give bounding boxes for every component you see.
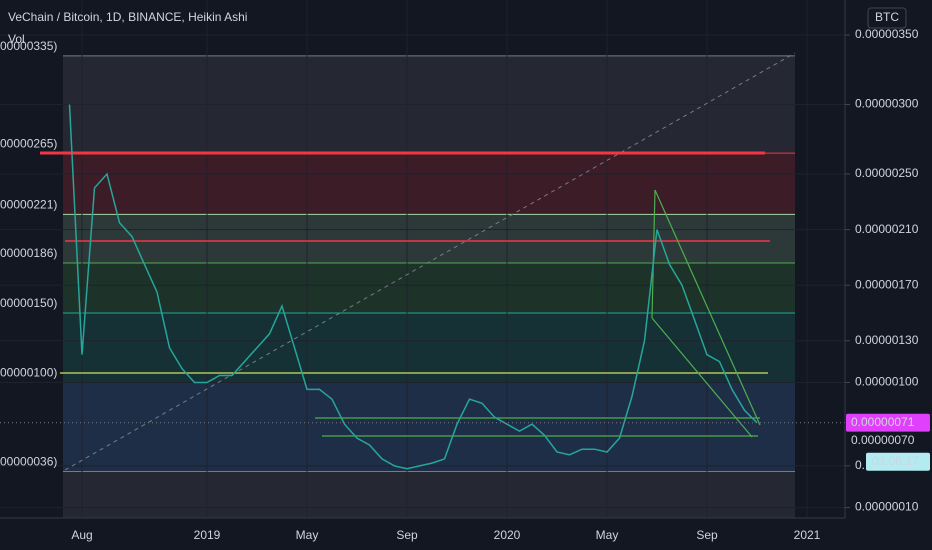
- x-tick-label: Sep: [396, 528, 418, 542]
- fib-label: 00000150): [0, 296, 57, 310]
- y-tick-label: 0.: [855, 458, 865, 472]
- fib-band: [63, 471, 795, 518]
- x-tick-label: May: [596, 528, 619, 542]
- x-tick-label: 2021: [794, 528, 821, 542]
- fib-band: [63, 214, 795, 263]
- chart-title: VeChain / Bitcoin, 1D, BINANCE, Heikin A…: [8, 10, 247, 24]
- y-tick-label: 0.00000350: [855, 27, 919, 41]
- countdown-label: 03:08:17: [872, 454, 919, 468]
- x-tick-label: 2019: [194, 528, 221, 542]
- fib-label: 00000036): [0, 455, 57, 469]
- grid: [0, 0, 845, 518]
- fib-band: [63, 153, 795, 215]
- x-tick-label: 2020: [494, 528, 521, 542]
- y-tick-label: 0.00000170: [855, 277, 919, 291]
- volume-label: Vol: [8, 32, 25, 46]
- x-tick-label: Sep: [696, 528, 718, 542]
- fib-label: 00000221): [0, 197, 57, 211]
- price-line: [68, 104, 758, 470]
- last-price-label: 0.00000071: [851, 415, 915, 429]
- y-tick-label: 0.00000250: [855, 166, 919, 180]
- fib-band: [63, 382, 795, 472]
- wedge-line: [651, 317, 753, 438]
- currency-label[interactable]: BTC: [875, 10, 899, 24]
- last-price-badge: [846, 413, 930, 432]
- fib-band: [63, 312, 795, 383]
- y-tick-label: 0.00000130: [855, 333, 919, 347]
- y-tick-label: 0.00000210: [855, 222, 919, 236]
- fib-label: 00000265): [0, 136, 57, 150]
- y-tick-label: 0.00000010: [855, 500, 919, 514]
- close-price-label: 0.00000070: [851, 433, 915, 447]
- fib-bands: [63, 55, 795, 518]
- x-tick-label: Aug: [71, 528, 92, 542]
- fib-label: 00000335): [0, 39, 57, 53]
- countdown-badge: [866, 452, 930, 471]
- fib-label: 00000186): [0, 246, 57, 260]
- wedge-line: [651, 189, 656, 319]
- y-tick-label: 0.00000300: [855, 97, 919, 111]
- plot: [0, 104, 845, 470]
- axis-labels: 00000335) 00000265) 00000221) 00000186) 0000…: [0, 27, 930, 542]
- currency-button[interactable]: [867, 7, 907, 29]
- x-tick-label: May: [296, 528, 319, 542]
- y-tick-label: 0.00000100: [855, 375, 919, 389]
- fib-label: 00000100): [0, 366, 57, 380]
- fib-band: [63, 262, 795, 313]
- close-price-badge: [846, 431, 930, 450]
- wedge-line: [654, 189, 761, 426]
